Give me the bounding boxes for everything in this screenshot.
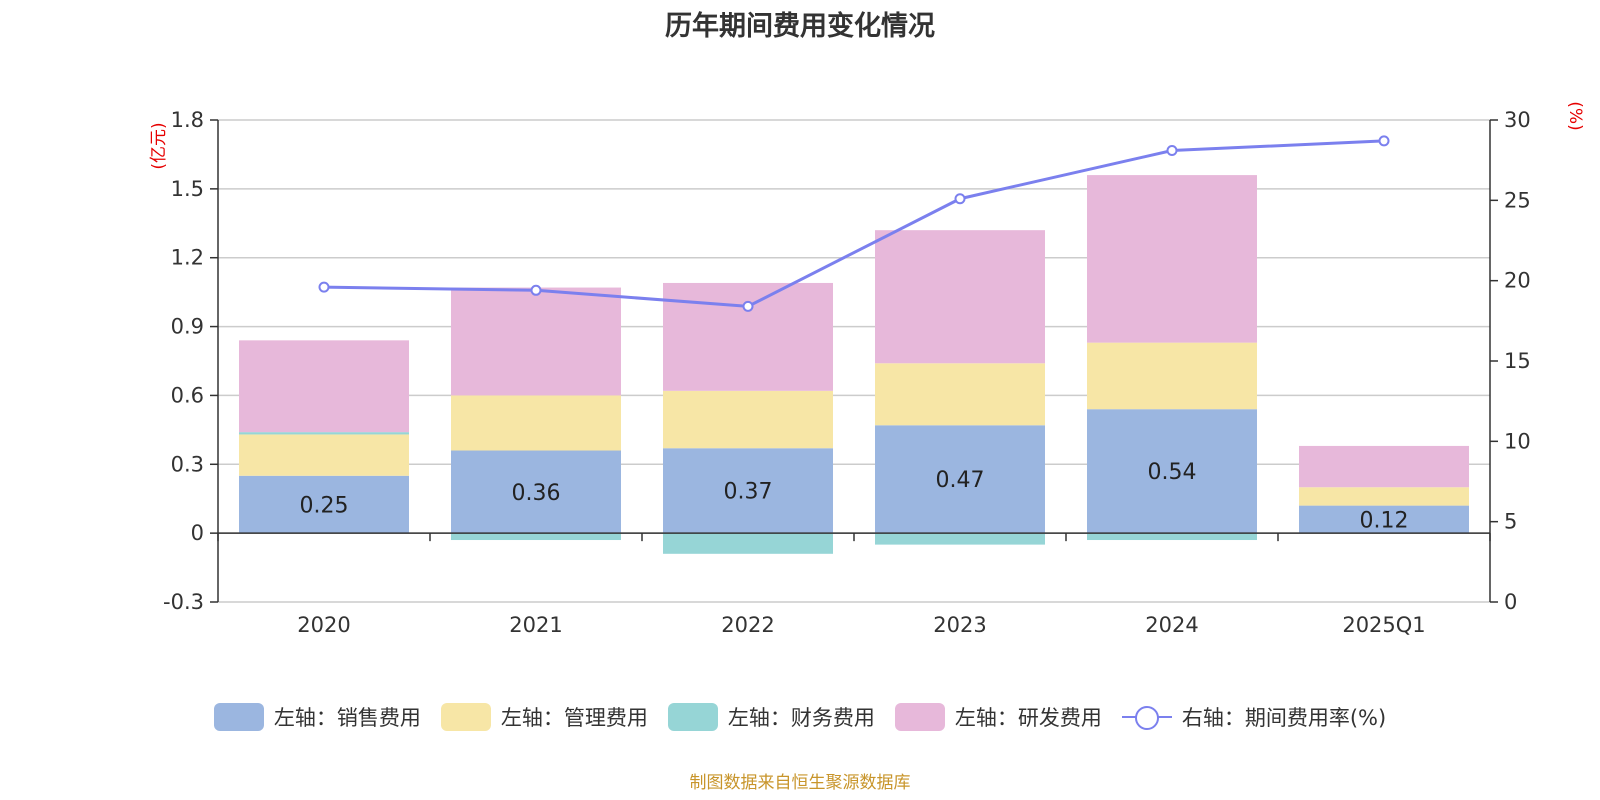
right-tick-label: 25 bbox=[1504, 188, 1531, 212]
chart-title: 历年期间费用变化情况 bbox=[665, 11, 935, 42]
right-tick-label: 10 bbox=[1504, 429, 1531, 453]
bar-rd-2025Q1 bbox=[1299, 445, 1469, 488]
bar-finance-2022 bbox=[663, 533, 833, 554]
chart: 1.8 1.5 1.2 0.9 0.6 0.3 0 -0.3 (亿元) 30 25 20 15 10 5 0 (… bbox=[149, 101, 1585, 637]
legend-item-sales[interactable]: 左轴：销售费用 bbox=[213, 702, 421, 732]
right-tick-label: 0 bbox=[1504, 590, 1517, 614]
line-point-2023 bbox=[954, 193, 966, 205]
x-tick-label: 2022 bbox=[721, 613, 774, 637]
data-label-sales: 0.25 bbox=[300, 493, 349, 518]
legend: 左轴：销售费用 左轴：管理费用 左轴：财务费用 左轴：研发费用 右轴：期间费用率… bbox=[0, 702, 1600, 732]
bar-admin-2025Q1 bbox=[1299, 487, 1469, 506]
left-tick-label: 1.5 bbox=[171, 177, 204, 201]
legend-item-finance[interactable]: 左轴：财务费用 bbox=[667, 702, 875, 732]
bar-admin-2023 bbox=[875, 363, 1045, 426]
right-tick-label: 20 bbox=[1504, 269, 1531, 293]
data-label-sales: 0.12 bbox=[1360, 508, 1409, 533]
x-tick-label: 2025Q1 bbox=[1342, 613, 1425, 637]
line-point-2020 bbox=[318, 281, 330, 293]
data-label-sales: 0.47 bbox=[936, 468, 985, 493]
left-tick-label: 0.6 bbox=[171, 383, 204, 407]
legend-label-sales: 左轴：销售费用 bbox=[273, 706, 421, 730]
legend-item-admin[interactable]: 左轴：管理费用 bbox=[440, 702, 648, 732]
data-label-sales: 0.36 bbox=[512, 481, 561, 506]
bar-rd-2020 bbox=[239, 340, 409, 433]
bar-sales-2024 bbox=[1087, 409, 1257, 534]
bar-rd-2022 bbox=[663, 282, 833, 391]
bar-admin-2020 bbox=[239, 434, 409, 476]
x-tick-label: 2024 bbox=[1145, 613, 1198, 637]
bar-finance-2023 bbox=[875, 533, 1045, 545]
legend-swatch-sales bbox=[213, 703, 264, 731]
x-tick-label: 2021 bbox=[509, 613, 562, 637]
left-tick-label: 0.3 bbox=[171, 452, 204, 476]
bar-admin-2021 bbox=[451, 395, 621, 451]
left-axis-unit: (亿元) bbox=[149, 122, 169, 169]
bar-finance-2024 bbox=[1087, 533, 1257, 541]
bar-sales-2023 bbox=[875, 425, 1045, 534]
legend-swatch-finance bbox=[667, 703, 718, 731]
data-label-sales: 0.37 bbox=[724, 480, 773, 505]
x-tick-label: 2023 bbox=[933, 613, 986, 637]
right-axis-unit: (%) bbox=[1565, 101, 1585, 130]
left-tick-label: 1.2 bbox=[171, 246, 204, 270]
line-expense-rate bbox=[323, 139, 1385, 308]
legend-label-expense-rate: 右轴：期间费用率(%) bbox=[1181, 706, 1387, 730]
legend-item-rd[interactable]: 左轴：研发费用 bbox=[894, 702, 1102, 732]
bar-sales-2020 bbox=[239, 475, 409, 534]
bar-sales-2025Q1 bbox=[1299, 505, 1469, 534]
bar-finance-2021 bbox=[451, 533, 621, 541]
right-tick-label: 5 bbox=[1504, 510, 1517, 534]
data-label-sales: 0.54 bbox=[1148, 460, 1197, 485]
line-point-2021 bbox=[530, 284, 542, 296]
right-tick-label: 30 bbox=[1504, 108, 1531, 132]
line-point-2025Q1 bbox=[1378, 135, 1390, 147]
legend-swatch-admin bbox=[440, 703, 491, 731]
legend-item-expense-rate[interactable]: 右轴：期间费用率(%) bbox=[1121, 702, 1387, 732]
bar-rd-2024 bbox=[1087, 175, 1257, 343]
line-point-2022 bbox=[742, 300, 754, 312]
bar-sales-2022 bbox=[663, 448, 833, 534]
right-tick-label: 15 bbox=[1504, 349, 1531, 373]
legend-swatch-rd bbox=[894, 703, 945, 731]
source-note: 制图数据来自恒生聚源数据库 bbox=[689, 773, 911, 793]
bar-admin-2022 bbox=[663, 390, 833, 449]
bar-sales-2021 bbox=[451, 450, 621, 534]
legend-label-admin: 左轴：管理费用 bbox=[500, 706, 648, 730]
left-tick-label: 0.9 bbox=[171, 315, 204, 339]
left-tick-label: 0 bbox=[191, 521, 204, 545]
x-tick-label: 2020 bbox=[297, 613, 350, 637]
bar-rd-2021 bbox=[451, 287, 621, 396]
left-tick-label: -0.3 bbox=[163, 590, 204, 614]
bar-rd-2023 bbox=[875, 230, 1045, 364]
left-tick-label: 1.8 bbox=[171, 108, 204, 132]
legend-label-finance: 左轴：财务费用 bbox=[727, 706, 875, 730]
legend-line-circle-icon bbox=[1121, 703, 1172, 731]
bar-admin-2024 bbox=[1087, 342, 1257, 410]
line-point-2024 bbox=[1166, 145, 1178, 157]
bar-finance-2020 bbox=[239, 432, 409, 435]
legend-label-rd: 左轴：研发费用 bbox=[954, 706, 1102, 730]
